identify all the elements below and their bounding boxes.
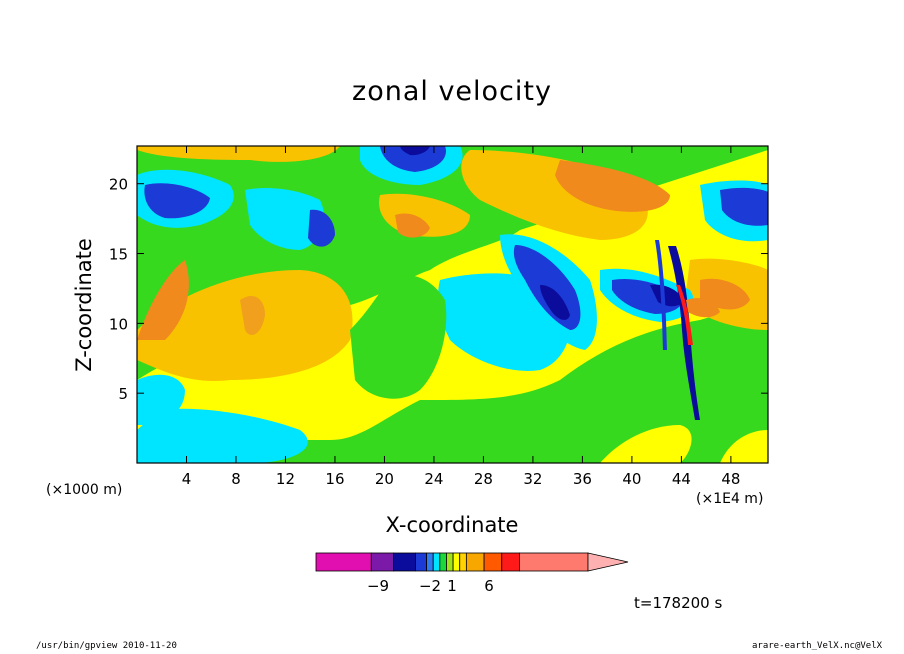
colorbar-label: 1 <box>447 577 457 595</box>
colorbar-segment <box>446 552 454 572</box>
plot-frame <box>136 145 769 464</box>
colorbar-segment <box>459 552 467 572</box>
time-annotation: t=178200 s <box>634 594 723 612</box>
colorbar-label: 6 <box>484 577 494 595</box>
x-tick-label: 32 <box>523 470 542 488</box>
colorbar-segment <box>432 552 441 572</box>
colorbar-label: −2 <box>419 577 441 595</box>
colorbar-segment <box>519 552 589 572</box>
colorbar-segment <box>439 552 447 572</box>
x-axis-label: X-coordinate <box>385 513 519 537</box>
colorbar-segment <box>415 552 427 572</box>
x-tick-label: 8 <box>231 470 241 488</box>
colorbar-segment <box>370 552 394 572</box>
y-tick-label: 20 <box>109 176 128 194</box>
colorbar-segment <box>452 552 461 572</box>
x-tick-label: 4 <box>182 470 192 488</box>
y-ticks: 5 10 15 20 <box>109 176 768 403</box>
x-tick-label: 48 <box>721 470 740 488</box>
x-tick-label: 20 <box>375 470 394 488</box>
colorbar-segment <box>392 552 416 572</box>
colorbar-labels: −9 −2 1 6 <box>367 577 494 595</box>
x-tick-label: 24 <box>424 470 443 488</box>
x-ticks: 4 8 12 16 20 24 28 32 36 40 44 48 <box>182 146 740 488</box>
x-tick-label: 40 <box>622 470 641 488</box>
x-tick-label: 12 <box>276 470 295 488</box>
velocity-field <box>137 146 768 463</box>
x-tick-label: 28 <box>474 470 493 488</box>
colorbar-segment <box>483 552 503 572</box>
x-tick-label: 36 <box>573 470 592 488</box>
colorbar <box>315 552 629 572</box>
x-tick-label: 16 <box>325 470 344 488</box>
x-unit-label: (×1000 m) <box>46 482 123 498</box>
chart-title: zonal velocity <box>352 76 552 107</box>
y-tick-label: 15 <box>109 246 128 264</box>
colorbar-segment <box>501 552 520 572</box>
x-scale-label: (×1E4 m) <box>696 491 764 507</box>
y-tick-label: 10 <box>109 315 128 333</box>
footer-source: arare-earth_VelX.nc@VelX <box>752 641 883 651</box>
colorbar-segment <box>465 552 485 572</box>
x-tick-label: 44 <box>672 470 691 488</box>
y-axis-label: Z-coordinate <box>72 238 96 372</box>
colorbar-arrow <box>587 552 629 572</box>
colorbar-segment <box>315 552 372 572</box>
colorbar-label: −9 <box>367 577 389 595</box>
footer-program: /usr/bin/gpview 2010-11-20 <box>36 641 177 651</box>
colorbar-segment <box>426 552 434 572</box>
y-tick-label: 5 <box>118 385 128 403</box>
